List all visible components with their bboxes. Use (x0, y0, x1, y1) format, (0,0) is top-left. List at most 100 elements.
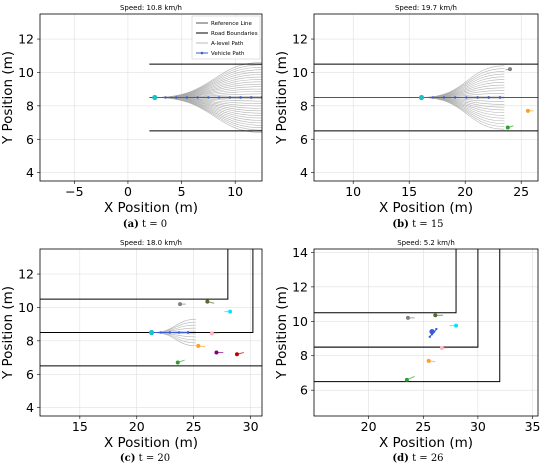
vehicle-path-point (175, 96, 178, 99)
obstacle-vehicle (196, 343, 201, 348)
obstacle-vehicle (426, 358, 431, 363)
panel-a: −5 0 5 10 4 6 8 10 12 Speed: 10.8 km/h X Position … (0, 4, 263, 230)
y-tick-label: 6 (26, 132, 34, 147)
legend-entry: Reference Line (211, 21, 253, 27)
panel-caption-label: (d) (392, 453, 408, 464)
x-tick-label: 15 (72, 419, 88, 434)
x-tick-label: 25 (186, 419, 202, 434)
y-tick-label: 4 (26, 165, 34, 180)
obstacle-vehicle (178, 302, 183, 307)
panel-d: 20 25 30 35 6 8 10 12 14 Speed: 5.2 km/h X Positio… (274, 239, 540, 464)
plot-area (40, 14, 262, 181)
plot-area (314, 249, 538, 416)
vehicle-path-point (487, 96, 490, 99)
y-tick-label: 8 (300, 98, 308, 113)
road-boundary (40, 249, 254, 333)
panel-caption-text: t = 15 (409, 219, 444, 230)
vehicle-path-point (185, 96, 189, 99)
y-axis-label: Y Position (m) (0, 286, 16, 380)
legend: Reference Line Road Boundaries A-level Pat… (191, 15, 261, 60)
x-tick-label: 20 (129, 419, 145, 434)
panel-caption-label: (a) (123, 219, 139, 230)
vehicle-path-point (250, 96, 253, 99)
obstacle-vehicle (205, 299, 210, 304)
vehicle-path-point (239, 96, 242, 99)
vehicle-path-point (498, 96, 502, 99)
road-boundary (40, 249, 229, 300)
obstacle-vehicle (433, 313, 438, 318)
ego-vehicle (418, 94, 425, 101)
chart-title: Speed: 5.2 km/h (397, 239, 455, 247)
panel-caption: (b) t = 15 (392, 219, 443, 230)
vehicle-path-point (196, 96, 199, 99)
obstacle-vehicle (234, 352, 239, 357)
axes-frame (39, 248, 263, 417)
vehicle-path-point (207, 96, 210, 99)
legend-entry: A-level Path (211, 41, 244, 47)
chart-title: Speed: 10.8 km/h (120, 4, 182, 12)
vehicle-path-point (453, 96, 457, 99)
road-boundary (314, 249, 479, 348)
obstacle-vehicle (404, 377, 409, 382)
x-axis-label: X Position (m) (379, 435, 473, 451)
panel-caption-text: t = 20 (135, 453, 170, 464)
obstacle-vehicle (505, 125, 510, 130)
vehicle-path-point (228, 96, 232, 99)
x-tick-label: −5 (65, 184, 83, 199)
vehicle-path-point (168, 331, 171, 334)
x-axis-label: X Position (m) (379, 200, 473, 216)
vehicle-path-point (217, 96, 221, 99)
vehicle-path-point (186, 331, 190, 334)
axes-frame (313, 13, 539, 182)
x-tick-label: 35 (525, 419, 541, 434)
chart-title: Speed: 19.7 km/h (395, 4, 457, 12)
y-tick-label: 10 (292, 65, 308, 80)
vehicle-path-point (442, 96, 446, 99)
x-tick-label: 20 (457, 184, 473, 199)
y-tick-label: 14 (292, 245, 308, 260)
panel-caption: (d) t = 26 (392, 453, 443, 464)
obstacle-vehicle (228, 309, 233, 314)
ego-vehicle (429, 329, 435, 335)
y-tick-label: 12 (18, 267, 34, 282)
x-tick-label: 25 (513, 184, 529, 199)
a-level-path (421, 97, 505, 130)
axes-frame (313, 248, 539, 417)
obstacle-vehicle (175, 360, 180, 365)
x-tick-label: 10 (345, 184, 361, 199)
x-tick-label: 30 (470, 419, 486, 434)
y-tick-label: 8 (300, 348, 308, 363)
panel-caption-label: (b) (392, 219, 408, 230)
y-tick-label: 10 (18, 300, 34, 315)
y-axis-label: Y Position (m) (274, 51, 290, 145)
road-boundary (314, 249, 457, 314)
x-tick-label: 20 (361, 419, 377, 434)
y-tick-label: 8 (26, 98, 34, 113)
a-level-path (421, 65, 505, 98)
road-boundary (314, 249, 501, 383)
y-tick-label: 4 (300, 165, 308, 180)
y-axis-label: Y Position (m) (274, 286, 290, 380)
ego-vehicle (148, 329, 155, 336)
y-tick-label: 6 (26, 367, 34, 382)
chart-title: Speed: 18.0 km/h (120, 239, 182, 247)
vehicle-path-point (177, 331, 181, 334)
x-tick-label: 0 (124, 184, 132, 199)
x-tick-label: 25 (415, 419, 431, 434)
vehicle-path-point (431, 96, 434, 99)
panel-b: 10 15 20 25 4 6 8 10 12 Speed: 19.7 km/h X Positio… (274, 4, 539, 230)
x-axis-label: X Position (m) (104, 200, 198, 216)
vehicle-path-point (476, 96, 479, 99)
legend-swatch-dot (200, 51, 204, 55)
panel-caption-label: (c) (120, 453, 136, 464)
y-tick-label: 12 (292, 279, 308, 294)
x-tick-label: 5 (178, 184, 186, 199)
panel-c: 15 20 25 30 4 6 8 10 12 Speed: 18.0 km/h X Positio… (0, 239, 263, 464)
obstacle-vehicle (214, 350, 219, 355)
x-tick-label: 30 (243, 419, 259, 434)
y-tick-label: 8 (26, 333, 34, 348)
y-tick-label: 12 (292, 32, 308, 47)
vehicle-path-point (164, 96, 167, 99)
panel-caption-text: t = 26 (409, 453, 444, 464)
